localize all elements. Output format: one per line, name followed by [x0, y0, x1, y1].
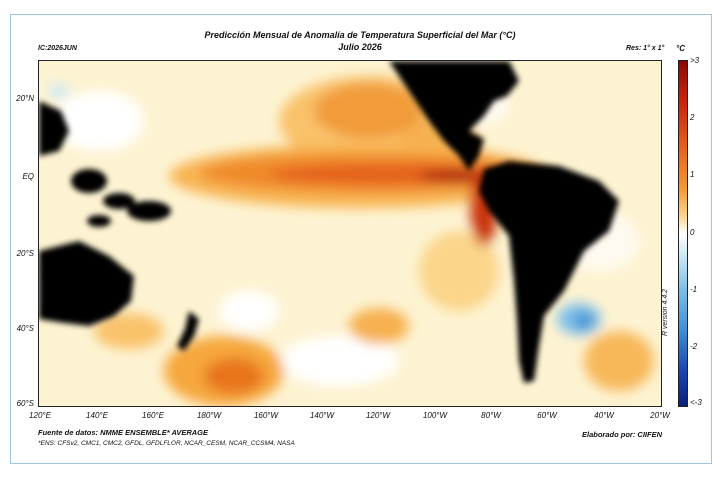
colorbar-label: 2 [690, 113, 695, 122]
lon-label: 120°E [29, 411, 51, 420]
ensemble-note: *ENS: CFSv2, CMC1, CMC2, GFDL, GFDLFLOR,… [38, 440, 295, 447]
colorbar-label: -1 [690, 285, 698, 294]
lat-label-60s: 60°S [16, 399, 34, 408]
land-north-america [389, 61, 519, 171]
lon-label: 180°W [196, 411, 222, 420]
lat-label-20n: 20°N [16, 94, 34, 103]
lon-label: 80°W [481, 411, 501, 420]
colorbar-label: >3 [690, 56, 700, 65]
colorbar-unit: °C [676, 44, 685, 53]
source-label: Fuente de datos: NMME ENSEMBLE* AVERAGE [38, 428, 209, 437]
land-asia [39, 101, 69, 156]
map-canvas [39, 61, 661, 406]
colorbar-label: <-3 [690, 398, 702, 407]
lat-label-40s: 40°S [16, 324, 34, 333]
lon-label: 120°W [365, 411, 391, 420]
land [39, 61, 619, 383]
lon-label: 160°E [142, 411, 164, 420]
colorbar-label: 1 [690, 170, 695, 179]
lat-label-20s: 20°S [16, 249, 34, 258]
map-title: Predicción Mensual de Anomalía de Temper… [204, 30, 516, 40]
lat-label-eq: EQ [22, 172, 34, 181]
resolution-label: Res: 1° x 1° [626, 45, 665, 52]
colorbar-label: -2 [690, 342, 698, 351]
land-new-zealand [177, 311, 199, 351]
lon-label: 100°W [422, 411, 448, 420]
lon-label: 60°W [537, 411, 557, 420]
colorbar [678, 60, 688, 407]
land-australia [39, 241, 134, 326]
credit-label: Elaborado por: CIIFEN [582, 430, 663, 439]
map-subtitle: Julio 2026 [338, 42, 382, 52]
lon-label: 160°W [253, 411, 279, 420]
lon-label: 140°W [309, 411, 335, 420]
lon-label: 140°E [86, 411, 108, 420]
version-label: R version 4.4.2 [662, 288, 669, 336]
lon-label: 40°W [594, 411, 614, 420]
ic-label: IC:2026JUN [38, 45, 77, 52]
land-south-america [479, 161, 619, 383]
colorbar-label: 0 [690, 228, 695, 237]
sst-anomaly-map [38, 60, 662, 407]
lon-label: 20°W [650, 411, 670, 420]
